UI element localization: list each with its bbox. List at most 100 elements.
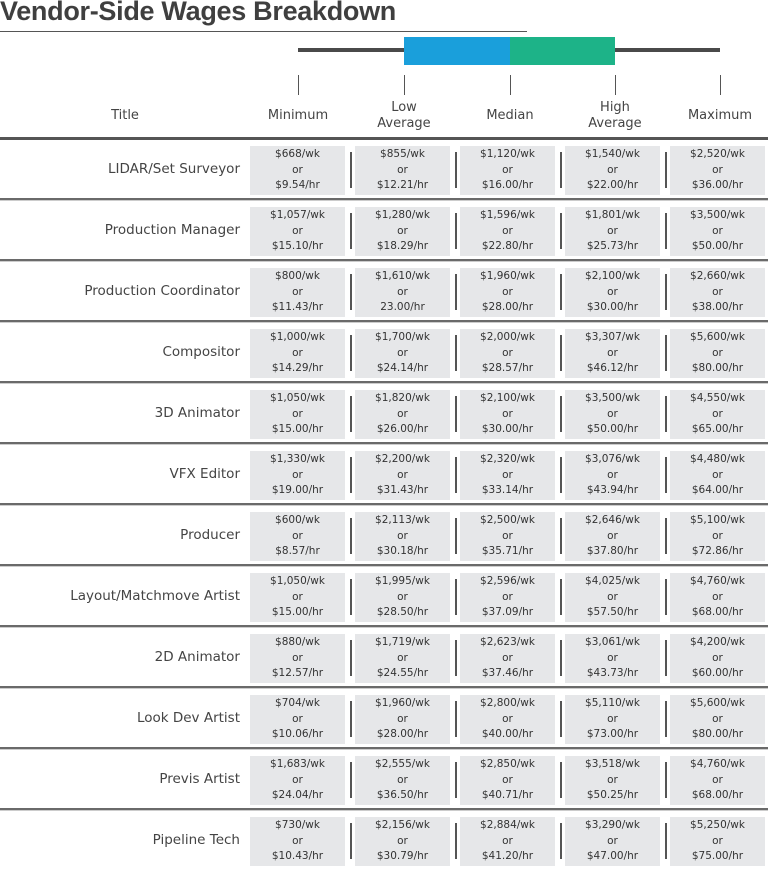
column-divider — [350, 579, 352, 615]
or-label: or — [502, 407, 513, 420]
hourly-wage: $65.00/hr — [691, 423, 744, 435]
wage-cell: $1,120/wk or $16.00/hr — [460, 146, 555, 195]
column-divider — [455, 213, 457, 249]
job-title: Compositor — [162, 344, 240, 360]
weekly-wage: $2,660/wk — [690, 270, 745, 282]
table-row: Pipeline Tech $730/wk or $10.43/hr $2,156/wk… — [0, 811, 768, 872]
column-divider — [350, 762, 352, 798]
weekly-wage: $2,800/wk — [480, 697, 535, 709]
hourly-wage: $37.80/hr — [586, 545, 639, 557]
hourly-wage: $40.00/hr — [481, 728, 534, 740]
column-divider — [350, 457, 352, 493]
row-divider — [0, 381, 768, 384]
legend-tick — [298, 75, 299, 95]
wage-cell: $2,623/wk or $37.46/hr — [460, 634, 555, 683]
or-label: or — [292, 590, 303, 603]
hourly-wage: $33.14/hr — [481, 484, 534, 496]
job-title: Pipeline Tech — [152, 832, 240, 848]
hourly-wage: $41.20/hr — [481, 850, 534, 862]
job-title: VFX Editor — [169, 466, 241, 482]
hourly-wage: $24.55/hr — [376, 667, 429, 679]
or-label: or — [502, 834, 513, 847]
weekly-wage: $5,600/wk — [690, 697, 745, 709]
column-header-line: Average — [588, 116, 642, 131]
legend-low-box — [404, 37, 510, 65]
weekly-wage: $3,290/wk — [585, 819, 640, 831]
job-title: Production Manager — [104, 222, 240, 238]
weekly-wage: $2,646/wk — [585, 514, 640, 526]
or-label: or — [292, 834, 303, 847]
wage-cell: $5,600/wk or $80.00/hr — [670, 695, 765, 744]
wage-cell: $3,076/wk or $43.94/hr — [565, 451, 660, 500]
hourly-wage: $28.57/hr — [481, 362, 534, 374]
weekly-wage: $1,330/wk — [270, 453, 325, 465]
hourly-wage: $25.73/hr — [586, 240, 639, 252]
or-label: or — [607, 529, 618, 542]
column-divider — [455, 640, 457, 676]
or-label: or — [292, 773, 303, 786]
weekly-wage: $1,960/wk — [480, 270, 535, 282]
job-title: Layout/Matchmove Artist — [70, 588, 240, 604]
column-divider — [350, 335, 352, 371]
column-divider — [350, 152, 352, 188]
column-divider — [560, 518, 562, 554]
or-label: or — [292, 651, 303, 664]
hourly-wage: $37.46/hr — [481, 667, 534, 679]
wage-cell: $2,200/wk or $31.43/hr — [355, 451, 450, 500]
row-divider — [0, 320, 768, 323]
column-divider — [350, 701, 352, 737]
wage-cell: $1,330/wk or $19.00/hr — [250, 451, 345, 500]
column-divider — [350, 640, 352, 676]
wage-cell: $4,025/wk or $57.50/hr — [565, 573, 660, 622]
hourly-wage: $43.73/hr — [586, 667, 639, 679]
wage-cell: $2,320/wk or $33.14/hr — [460, 451, 555, 500]
wage-cell: $1,280/wk or $18.29/hr — [355, 207, 450, 256]
weekly-wage: $1,801/wk — [585, 209, 640, 221]
table-row: Layout/Matchmove Artist $1,050/wk or $15.00… — [0, 567, 768, 628]
weekly-wage: $4,760/wk — [690, 758, 745, 770]
column-divider — [560, 335, 562, 371]
or-label: or — [397, 407, 408, 420]
or-label: or — [502, 590, 513, 603]
or-label: or — [292, 163, 303, 176]
hourly-wage: $26.00/hr — [376, 423, 429, 435]
hourly-wage: $30.00/hr — [586, 301, 639, 313]
weekly-wage: $600/wk — [275, 514, 320, 526]
row-divider — [0, 747, 768, 750]
wage-cell: $4,760/wk or $68.00/hr — [670, 573, 765, 622]
or-label: or — [607, 712, 618, 725]
hourly-wage: 23.00/hr — [380, 301, 425, 313]
column-divider — [665, 518, 667, 554]
column-header-line: Title — [111, 108, 139, 123]
hourly-wage: $30.00/hr — [481, 423, 534, 435]
wage-cell: $730/wk or $10.43/hr — [250, 817, 345, 866]
or-label: or — [397, 712, 408, 725]
wage-cell: $2,000/wk or $28.57/hr — [460, 329, 555, 378]
or-label: or — [712, 346, 723, 359]
or-label: or — [397, 651, 408, 664]
weekly-wage: $5,250/wk — [690, 819, 745, 831]
weekly-wage: $1,610/wk — [375, 270, 430, 282]
or-label: or — [607, 163, 618, 176]
weekly-wage: $3,500/wk — [585, 392, 640, 404]
row-divider — [0, 625, 768, 628]
wage-cell: $1,057/wk or $15.10/hr — [250, 207, 345, 256]
or-label: or — [292, 468, 303, 481]
column-divider — [665, 457, 667, 493]
weekly-wage: $1,050/wk — [270, 575, 325, 587]
hourly-wage: $50.00/hr — [691, 240, 744, 252]
hourly-wage: $75.00/hr — [691, 850, 744, 862]
weekly-wage: $2,000/wk — [480, 331, 535, 343]
or-label: or — [397, 468, 408, 481]
column-header-line: Median — [486, 108, 534, 123]
or-label: or — [712, 529, 723, 542]
column-divider — [560, 823, 562, 859]
table-row: 3D Animator $1,050/wk or $15.00/hr $1,820/wk… — [0, 384, 768, 445]
wage-cell: $5,250/wk or $75.00/hr — [670, 817, 765, 866]
wage-cell: $3,307/wk or $46.12/hr — [565, 329, 660, 378]
column-divider — [350, 213, 352, 249]
hourly-wage: $37.09/hr — [481, 606, 534, 618]
column-divider — [665, 579, 667, 615]
or-label: or — [292, 346, 303, 359]
job-title: Look Dev Artist — [136, 710, 240, 726]
